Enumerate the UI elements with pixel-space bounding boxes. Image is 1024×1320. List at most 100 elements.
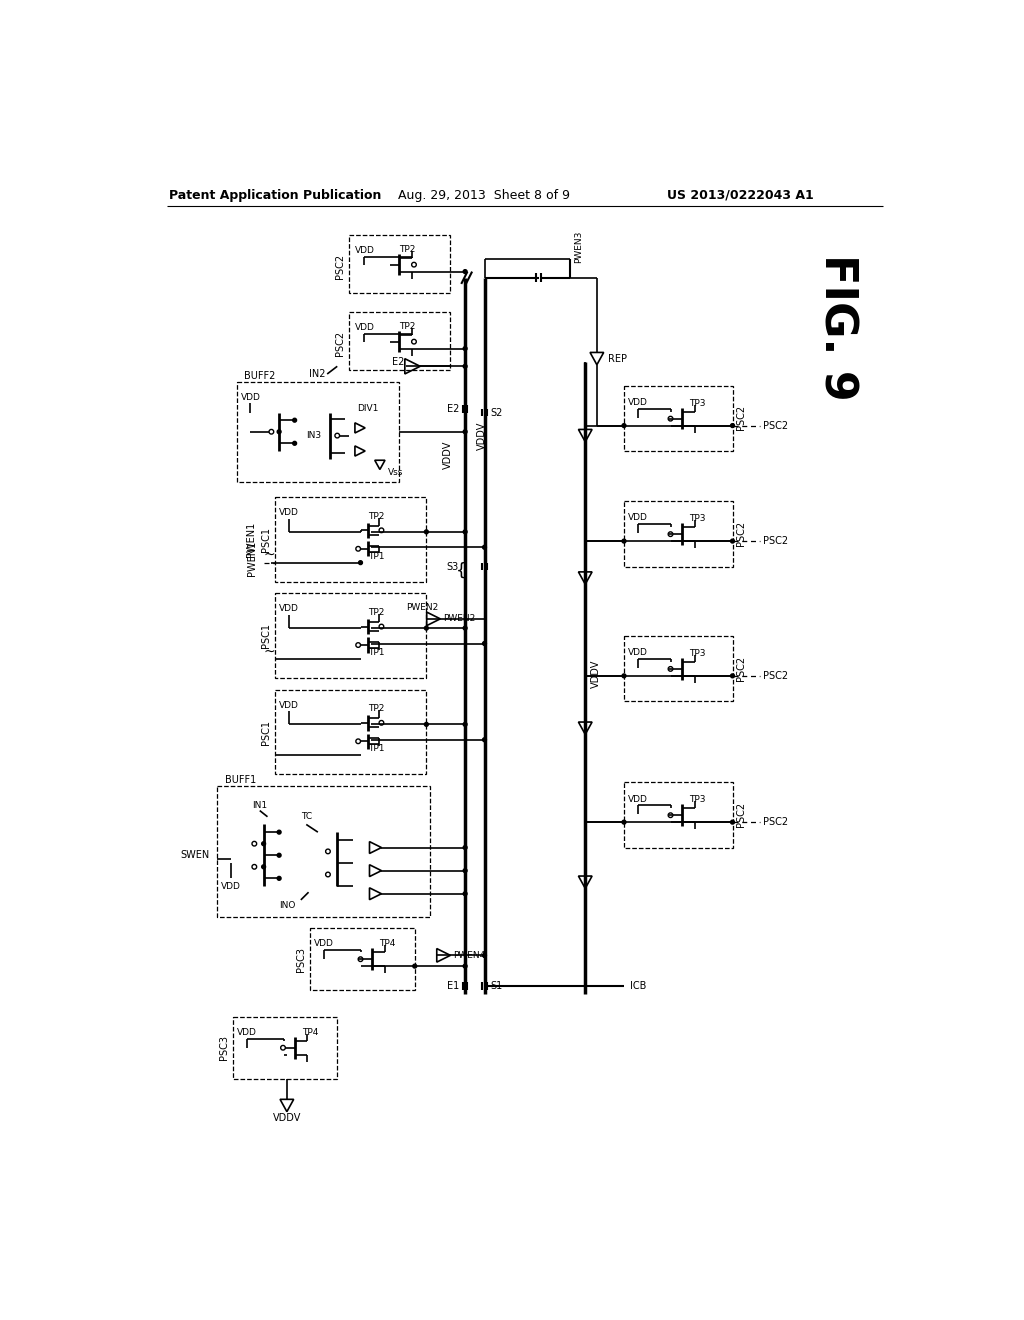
Text: PSC2: PSC2 — [764, 536, 788, 546]
Bar — [624, 781, 732, 847]
Text: VDD: VDD — [628, 648, 648, 657]
Circle shape — [463, 892, 467, 896]
Text: E1: E1 — [446, 981, 459, 991]
Text: IN3: IN3 — [306, 432, 322, 440]
Circle shape — [293, 441, 297, 445]
Text: TC: TC — [301, 812, 312, 821]
Text: VDD: VDD — [237, 1028, 257, 1036]
Text: PSC3: PSC3 — [219, 1035, 228, 1060]
Text: ~: ~ — [263, 548, 274, 562]
Circle shape — [730, 675, 734, 677]
Text: TP3: TP3 — [689, 399, 706, 408]
Bar — [275, 689, 426, 775]
Text: TP2: TP2 — [368, 609, 384, 618]
Circle shape — [262, 842, 265, 846]
Circle shape — [463, 269, 467, 273]
Circle shape — [730, 424, 734, 428]
Circle shape — [424, 722, 428, 726]
Text: PWEN2: PWEN2 — [443, 614, 476, 623]
Circle shape — [730, 539, 734, 543]
Text: BUFF2: BUFF2 — [245, 371, 275, 380]
Text: TP3: TP3 — [689, 796, 706, 804]
Circle shape — [463, 964, 467, 968]
Text: VDDV: VDDV — [477, 421, 487, 450]
Text: SWEN: SWEN — [180, 850, 209, 861]
Circle shape — [482, 953, 486, 957]
Text: US 2013/0222043 A1: US 2013/0222043 A1 — [667, 189, 814, 202]
Text: TP1: TP1 — [368, 552, 384, 561]
Circle shape — [482, 642, 486, 645]
Text: PSC1: PSC1 — [261, 527, 271, 552]
Text: VDD: VDD — [221, 882, 241, 891]
Text: PWEN4: PWEN4 — [454, 950, 485, 960]
Text: E2: E2 — [446, 404, 459, 413]
Bar — [232, 1016, 337, 1078]
Bar — [349, 235, 450, 293]
Bar — [349, 313, 450, 370]
Text: VDD: VDD — [314, 940, 334, 948]
Text: PSC2: PSC2 — [736, 405, 746, 430]
Text: VDDV: VDDV — [443, 441, 453, 469]
Text: VDD: VDD — [241, 392, 260, 401]
Text: S2: S2 — [490, 408, 503, 417]
Circle shape — [622, 675, 626, 677]
Bar — [624, 636, 732, 701]
Circle shape — [358, 561, 362, 565]
Text: PSC2: PSC2 — [764, 671, 788, 681]
Text: TP2: TP2 — [368, 512, 384, 521]
Text: INO: INO — [279, 900, 295, 909]
Circle shape — [413, 964, 417, 968]
Text: PSC3: PSC3 — [296, 946, 306, 972]
Text: PWEN1: PWEN1 — [247, 541, 257, 577]
Circle shape — [278, 876, 281, 880]
Text: IN2: IN2 — [309, 370, 326, 379]
Text: DIV1: DIV1 — [357, 404, 379, 413]
Text: VDDV: VDDV — [272, 1113, 301, 1123]
Circle shape — [730, 820, 734, 824]
Text: PSC1: PSC1 — [261, 719, 271, 744]
Text: VDD: VDD — [628, 399, 648, 407]
Text: Patent Application Publication: Patent Application Publication — [169, 189, 381, 202]
Text: VDD: VDD — [280, 701, 299, 710]
Text: PSC2: PSC2 — [736, 521, 746, 546]
Text: TP2: TP2 — [398, 322, 415, 331]
Text: PSC2: PSC2 — [736, 656, 746, 681]
Text: VDD: VDD — [628, 513, 648, 523]
Circle shape — [463, 364, 467, 368]
Circle shape — [622, 424, 626, 428]
Circle shape — [463, 869, 467, 873]
Text: PSC2: PSC2 — [764, 817, 788, 828]
Text: REP: REP — [607, 354, 627, 363]
Circle shape — [482, 738, 486, 742]
Text: PSC2: PSC2 — [764, 421, 788, 430]
Text: {: { — [456, 561, 467, 579]
Text: VDDV: VDDV — [591, 660, 601, 689]
Text: VDD: VDD — [354, 323, 375, 333]
Text: S3: S3 — [446, 561, 459, 572]
Circle shape — [482, 545, 486, 549]
Text: S1: S1 — [490, 981, 503, 991]
Circle shape — [463, 529, 467, 533]
Bar — [275, 498, 426, 582]
Text: TP1: TP1 — [368, 744, 384, 754]
Circle shape — [278, 830, 281, 834]
Circle shape — [278, 430, 281, 434]
Text: VDD: VDD — [280, 605, 299, 614]
Circle shape — [463, 347, 467, 351]
Text: PWEN3: PWEN3 — [573, 231, 583, 263]
Text: TP2: TP2 — [398, 244, 415, 253]
Bar — [237, 381, 399, 482]
Text: PSC2: PSC2 — [736, 801, 746, 828]
Text: VDD: VDD — [280, 508, 299, 517]
Text: VDD: VDD — [628, 795, 648, 804]
Text: TP4: TP4 — [302, 1028, 318, 1036]
Text: PSC1: PSC1 — [261, 623, 271, 648]
Circle shape — [424, 626, 428, 630]
Text: TP1: TP1 — [368, 648, 384, 657]
Text: IN1: IN1 — [252, 801, 267, 809]
Bar — [217, 785, 430, 917]
Text: PWEN1: PWEN1 — [246, 521, 256, 557]
Bar — [310, 928, 415, 990]
Circle shape — [463, 722, 467, 726]
Text: ICB: ICB — [630, 981, 646, 991]
